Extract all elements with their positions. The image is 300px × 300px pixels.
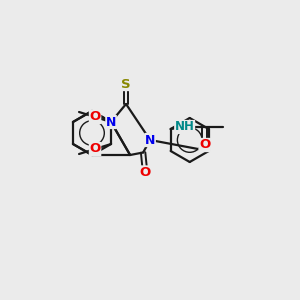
Text: S: S <box>121 77 131 91</box>
Text: O: O <box>89 142 101 155</box>
Text: O: O <box>140 166 151 179</box>
Text: O: O <box>89 110 101 124</box>
Text: NH: NH <box>175 121 195 134</box>
Text: N: N <box>106 116 116 128</box>
Text: N: N <box>145 134 155 146</box>
Text: O: O <box>199 139 210 152</box>
